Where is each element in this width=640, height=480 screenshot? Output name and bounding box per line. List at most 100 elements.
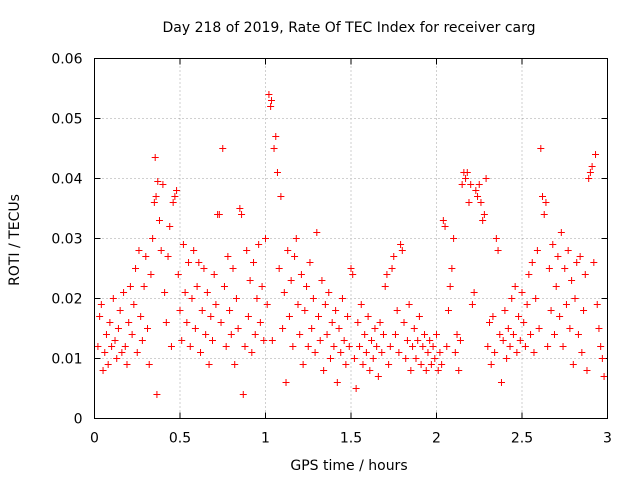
data-point-plus xyxy=(503,355,511,362)
data-point-plus xyxy=(340,337,348,344)
data-point-plus xyxy=(433,331,440,338)
data-point-plus xyxy=(270,145,278,152)
data-point-plus xyxy=(527,331,535,338)
data-point-plus xyxy=(284,247,292,254)
data-point-plus xyxy=(159,181,167,188)
data-point-plus xyxy=(114,325,122,332)
data-point-plus xyxy=(330,343,338,350)
data-point-plus xyxy=(323,331,331,338)
data-point-plus xyxy=(568,277,576,284)
data-point-plus xyxy=(226,307,234,314)
data-point-plus xyxy=(195,259,203,266)
data-point-plus xyxy=(297,271,305,278)
data-point-plus xyxy=(484,343,492,350)
data-point-plus xyxy=(147,271,155,278)
data-point-plus xyxy=(463,169,471,176)
data-point-plus xyxy=(451,349,459,356)
data-point-plus xyxy=(304,343,312,350)
data-point-plus xyxy=(391,331,399,338)
data-point-plus xyxy=(179,241,187,248)
data-point-plus xyxy=(138,337,146,344)
data-point-plus xyxy=(137,313,145,320)
data-point-plus xyxy=(554,253,562,260)
data-point-plus xyxy=(263,301,271,308)
y-tick-label: 0.02 xyxy=(51,292,82,308)
data-point-plus xyxy=(176,307,184,314)
data-point-plus xyxy=(251,331,259,338)
y-tick-label: 0.06 xyxy=(51,52,82,68)
data-point-plus xyxy=(306,259,314,266)
data-point-plus xyxy=(203,289,211,296)
data-point-plus xyxy=(311,349,319,356)
data-point-plus xyxy=(520,319,528,326)
data-point-plus xyxy=(174,271,182,278)
data-point-plus xyxy=(569,361,577,368)
data-point-plus xyxy=(393,307,401,314)
data-point-plus xyxy=(299,361,307,368)
data-point-plus xyxy=(253,295,261,302)
data-point-plus xyxy=(116,307,124,314)
data-point-plus xyxy=(521,343,529,350)
data-point-plus xyxy=(350,355,358,362)
data-point-plus xyxy=(467,181,475,188)
x-tick-label: 1.5 xyxy=(340,431,362,447)
data-point-plus xyxy=(267,103,275,110)
data-point-plus xyxy=(424,349,432,356)
data-point-plus xyxy=(508,295,516,302)
data-point-plus xyxy=(513,349,521,356)
data-point-plus xyxy=(453,331,461,338)
data-point-plus xyxy=(438,361,446,368)
data-point-plus xyxy=(188,295,196,302)
data-point-plus xyxy=(248,349,256,356)
data-point-plus xyxy=(173,187,181,194)
data-point-plus xyxy=(120,289,128,296)
data-point-plus xyxy=(400,319,408,326)
data-point-plus xyxy=(234,325,242,332)
data-point-plus xyxy=(294,301,302,308)
data-point-plus xyxy=(504,325,512,332)
data-point-plus xyxy=(102,331,110,338)
data-point-plus xyxy=(152,193,160,200)
data-point-plus xyxy=(113,355,121,362)
data-point-plus xyxy=(200,265,208,272)
data-point-plus xyxy=(598,355,606,362)
data-point-plus xyxy=(422,367,430,374)
data-point-plus xyxy=(407,367,415,374)
data-point-plus xyxy=(111,337,119,344)
data-point-plus xyxy=(374,373,382,380)
data-point-plus xyxy=(280,289,288,296)
data-point-plus xyxy=(318,277,326,284)
data-point-plus xyxy=(151,154,159,161)
data-point-plus xyxy=(479,217,487,224)
data-point-plus xyxy=(494,247,502,254)
data-point-plus xyxy=(193,283,201,290)
x-tick-label: 3 xyxy=(603,431,612,447)
data-point-plus xyxy=(277,193,285,200)
data-point-plus xyxy=(241,343,249,350)
data-point-plus xyxy=(128,331,136,338)
data-point-plus xyxy=(296,331,304,338)
data-point-plus xyxy=(197,349,205,356)
data-point-plus xyxy=(592,151,600,158)
y-tick-labels: 0 0.01 0.02 0.03 0.04 0.05 0.06 xyxy=(51,52,82,428)
data-point-plus xyxy=(154,178,162,185)
data-point-plus xyxy=(398,247,406,254)
data-point-plus xyxy=(207,313,215,320)
y-tick-label: 0 xyxy=(74,412,83,428)
data-point-plus xyxy=(133,349,141,356)
data-point-plus xyxy=(164,253,172,260)
data-point-plus xyxy=(403,337,411,344)
data-point-plus xyxy=(535,325,543,332)
data-point-plus xyxy=(326,355,334,362)
data-point-plus xyxy=(388,265,396,272)
data-point-plus xyxy=(215,211,223,218)
data-point-plus xyxy=(246,277,254,284)
data-point-plus xyxy=(593,301,601,308)
data-point-plus xyxy=(415,313,423,320)
data-point-plus xyxy=(405,301,413,308)
data-point-plus xyxy=(144,325,152,332)
data-point-plus xyxy=(443,343,451,350)
data-point-plus xyxy=(145,361,153,368)
data-point-plus xyxy=(368,337,376,344)
